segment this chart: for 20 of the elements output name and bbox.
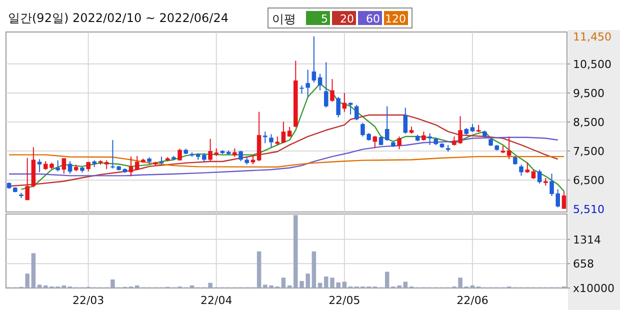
legend-title: 이평 <box>272 12 296 26</box>
xtick-label: 22/03 <box>72 294 104 307</box>
title: 일간(92일) 2022/02/10 ~ 2022/06/24 <box>8 11 228 25</box>
ytick-label: 8,500 <box>573 116 604 129</box>
ytick-label: 658 <box>573 258 594 271</box>
ytick-label: 10,500 <box>573 58 612 71</box>
annotation: 11,450 <box>573 30 612 44</box>
xtick-label: 22/06 <box>456 294 488 307</box>
ytick-label: 1314 <box>573 233 601 246</box>
text: 20 <box>340 12 354 26</box>
xtick-label: 22/05 <box>328 294 360 307</box>
text: 5 <box>321 12 328 26</box>
ytick-label: x10000 <box>573 282 615 295</box>
text: 60 <box>366 12 380 26</box>
ytick-label: 7,500 <box>573 145 604 158</box>
ytick-label: 6,500 <box>573 174 604 188</box>
annotation: 5,510 <box>573 202 604 216</box>
text: 120 <box>385 12 406 26</box>
xtick-label: 22/04 <box>200 294 232 307</box>
ytick-label: 9,500 <box>573 86 604 100</box>
